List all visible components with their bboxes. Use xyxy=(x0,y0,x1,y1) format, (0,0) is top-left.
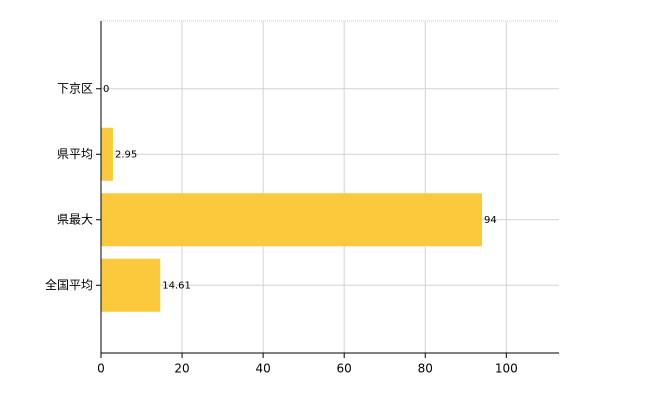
value-label: 14.61 xyxy=(162,280,191,291)
bar xyxy=(101,193,482,247)
value-label: 94 xyxy=(484,215,497,226)
y-tick-label: 下京区 xyxy=(57,81,93,95)
x-tick-label: 0 xyxy=(97,362,105,376)
y-tick-label: 全国平均 xyxy=(45,277,93,292)
x-tick-label: 20 xyxy=(174,362,189,376)
x-tick-label: 80 xyxy=(418,362,433,376)
x-tick-label: 100 xyxy=(495,362,518,376)
y-tick-label: 県最大 xyxy=(57,212,93,226)
x-tick-label: 40 xyxy=(255,362,270,376)
bar xyxy=(101,258,161,312)
y-tick-label: 県平均 xyxy=(57,147,93,161)
value-label: 0 xyxy=(103,84,109,95)
x-tick-label: 60 xyxy=(337,362,352,376)
bar xyxy=(101,127,113,181)
value-label: 2.95 xyxy=(115,149,137,160)
